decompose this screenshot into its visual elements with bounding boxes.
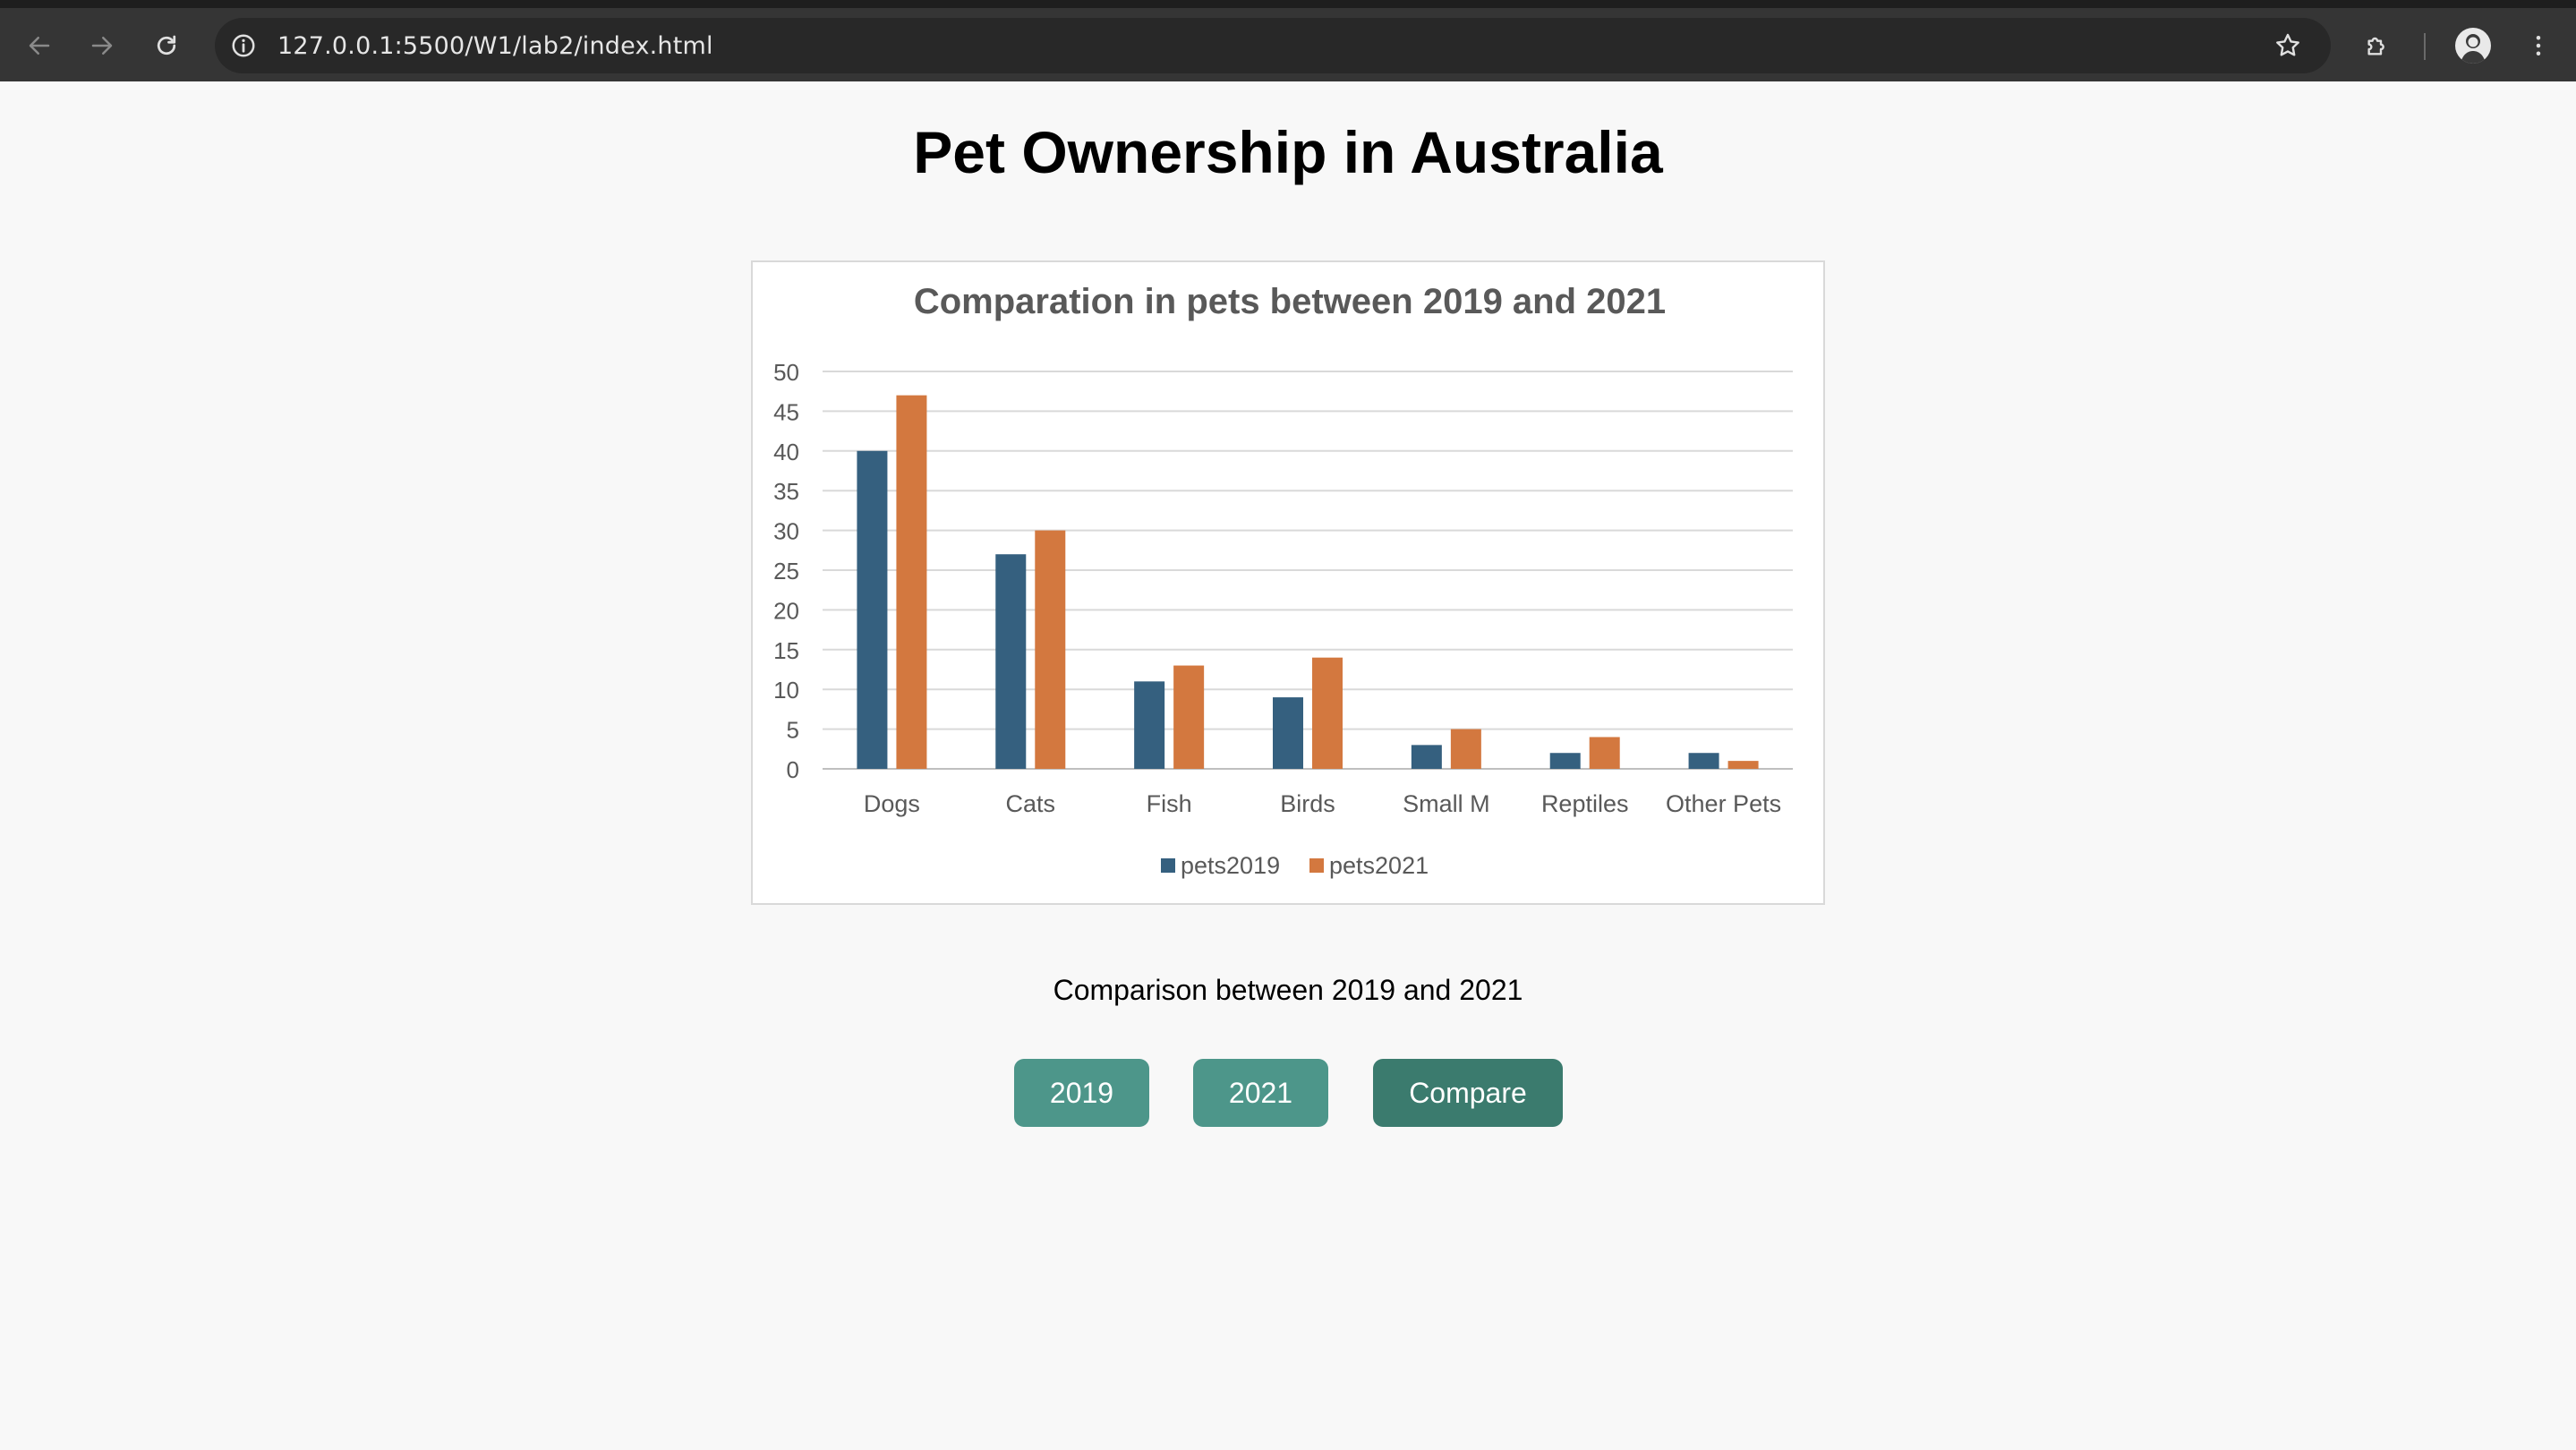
chart-container: Comparation in pets between 2019 and 202… [751, 260, 1825, 905]
y-tick-label: 15 [773, 637, 799, 664]
bar-pets2021-fish [1173, 665, 1205, 769]
chart-bars [857, 395, 1759, 769]
x-tick-label: Cats [1006, 790, 1056, 817]
bar-pets2021-dogs [896, 395, 927, 769]
y-tick-label: 30 [773, 518, 799, 545]
forward-arrow-icon[interactable] [86, 30, 118, 62]
back-arrow-icon[interactable] [23, 30, 55, 62]
x-tick-label: Other Pets [1666, 790, 1781, 817]
avatar[interactable] [2455, 28, 2491, 64]
y-tick-label: 50 [773, 359, 799, 386]
bar-pets2021-reptiles [1589, 737, 1620, 769]
y-tick-label: 35 [773, 478, 799, 505]
bar-pets2019-small-m [1411, 745, 1442, 769]
bar-pets2021-cats [1035, 530, 1066, 769]
year-2019-button[interactable]: 2019 [1014, 1059, 1149, 1127]
toolbar-divider [2424, 33, 2426, 60]
url-text[interactable]: 127.0.0.1:5500/W1/lab2/index.html [277, 31, 713, 60]
page-title: Pet Ownership in Australia [913, 119, 1663, 185]
bar-pets2021-birds [1312, 657, 1343, 769]
x-axis-ticks: Dogs Cats Fish Birds Small M Reptiles Other Pe… [864, 790, 1781, 817]
legend-label-pets2019: pets2019 [1181, 852, 1280, 879]
bar-pets2019-fish [1134, 681, 1165, 769]
x-tick-label: Small M [1403, 790, 1490, 817]
chart-gridlines [823, 371, 1793, 770]
y-tick-label: 0 [787, 756, 799, 783]
bar-chart: Comparation in pets between 2019 and 202… [773, 282, 1793, 879]
legend-swatch-pets2021 [1309, 858, 1324, 873]
year-2021-button[interactable]: 2021 [1193, 1059, 1328, 1127]
x-tick-label: Birds [1280, 790, 1335, 817]
bar-pets2021-small-m [1450, 729, 1481, 769]
comparison-caption: Comparison between 2019 and 2021 [1053, 974, 1523, 1006]
bar-pets2019-dogs [857, 450, 888, 769]
y-tick-label: 45 [773, 398, 799, 425]
chart-title: Comparation in pets between 2019 and 202… [914, 282, 1666, 321]
bar-pets2021-other-pets [1727, 761, 1759, 769]
chart-legend: pets2019 pets2021 [1161, 852, 1429, 879]
y-tick-label: 10 [773, 677, 799, 704]
bar-pets2019-cats [995, 554, 1027, 769]
address-bar[interactable]: 127.0.0.1:5500/W1/lab2/index.html [215, 18, 2331, 73]
kebab-menu-icon[interactable] [2522, 30, 2555, 62]
x-tick-label: Fish [1147, 790, 1192, 817]
puzzle-icon[interactable] [2361, 30, 2393, 62]
year-button-group: 2019 2021 Compare [0, 1059, 2576, 1127]
y-tick-label: 5 [787, 717, 799, 744]
compare-button[interactable]: Compare [1373, 1059, 1563, 1127]
y-tick-label: 40 [773, 439, 799, 465]
legend-swatch-pets2019 [1161, 858, 1175, 873]
y-tick-label: 25 [773, 558, 799, 584]
legend-label-pets2021: pets2021 [1329, 852, 1429, 879]
x-tick-label: Reptiles [1541, 790, 1629, 817]
reload-icon[interactable] [150, 30, 183, 62]
y-axis-ticks: 0 5 10 15 20 25 30 35 40 45 50 [773, 359, 799, 783]
star-icon[interactable] [2272, 30, 2304, 62]
browser-toolbar: 127.0.0.1:5500/W1/lab2/index.html [0, 0, 2576, 81]
x-tick-label: Dogs [864, 790, 920, 817]
info-icon[interactable] [227, 30, 260, 62]
bar-pets2019-birds [1273, 697, 1303, 769]
y-tick-label: 20 [773, 597, 799, 624]
bar-pets2019-other-pets [1688, 753, 1719, 769]
bar-pets2019-reptiles [1549, 753, 1581, 769]
